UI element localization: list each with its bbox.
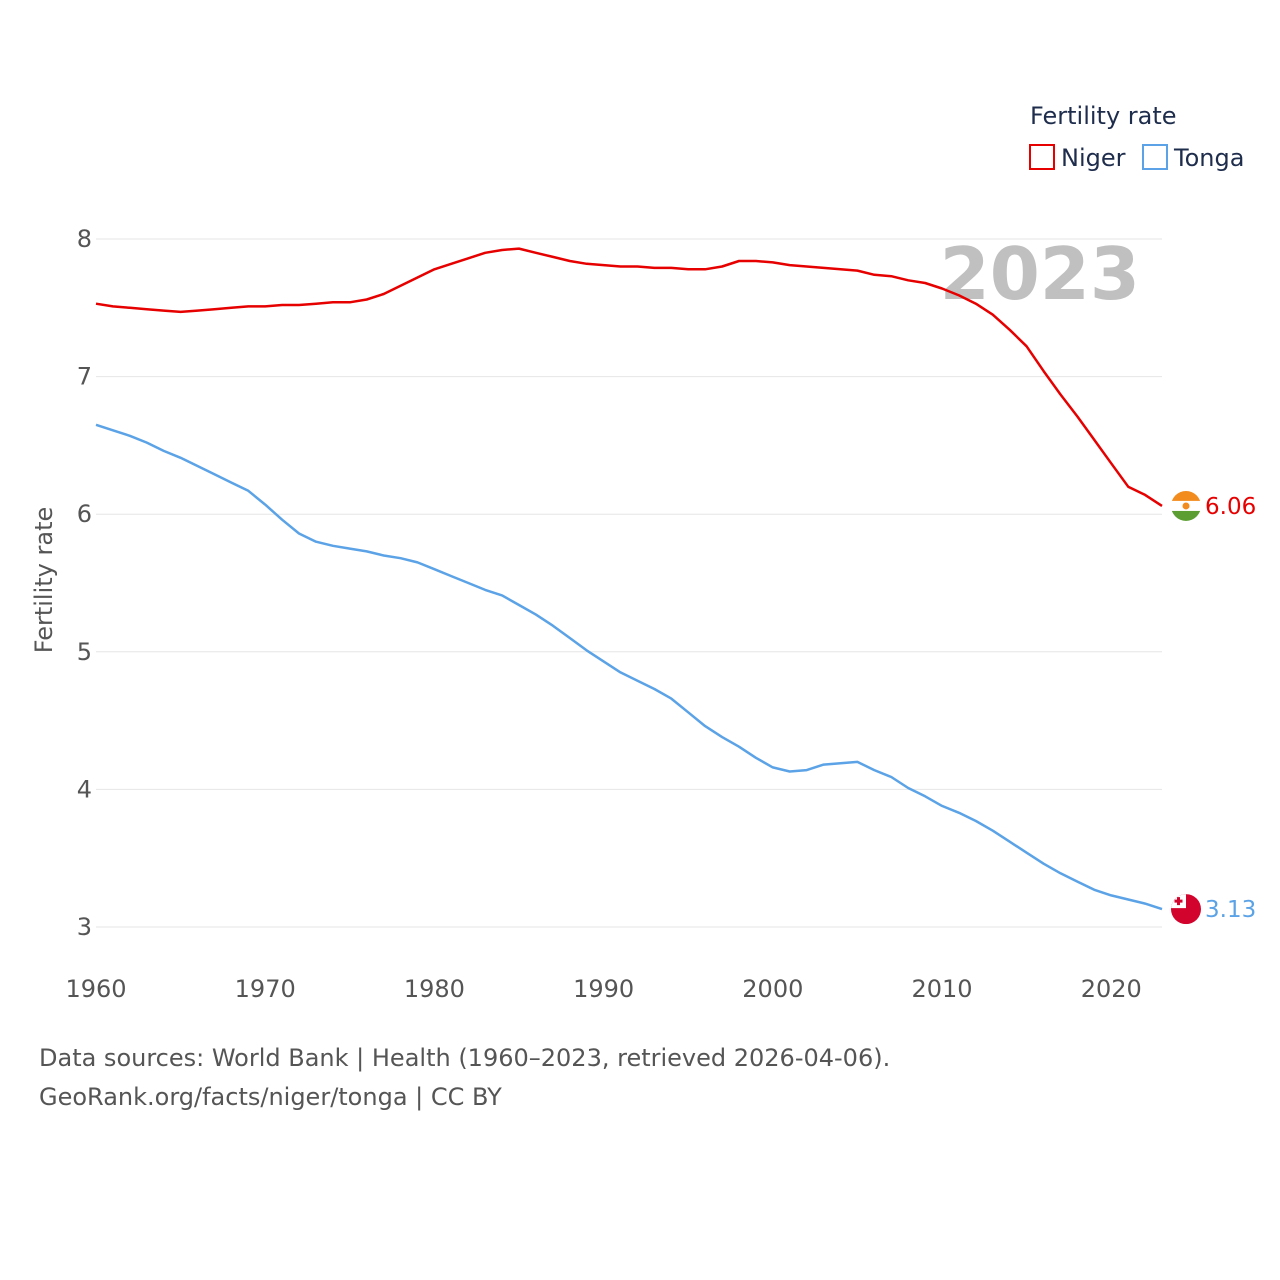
x-tick-label: 2020 xyxy=(1081,975,1142,1003)
series-lines xyxy=(95,247,1163,911)
x-axis-ticks: 1960 1970 1980 1990 2000 2010 2020 xyxy=(65,975,1141,1003)
legend-swatch-niger xyxy=(1029,144,1055,170)
legend-item-tonga[interactable]: Tonga xyxy=(1142,144,1244,172)
y-tick-label: 3 xyxy=(77,913,92,941)
y-axis-title: Fertility rate xyxy=(30,507,58,654)
end-value-label-tonga: 3.13 xyxy=(1205,897,1256,923)
niger-flag-icon xyxy=(1171,490,1201,521)
x-tick-label: 2000 xyxy=(742,975,803,1003)
x-tick-label: 2010 xyxy=(911,975,972,1003)
legend-title: Fertility rate xyxy=(1030,102,1177,130)
x-tick-label: 1980 xyxy=(404,975,465,1003)
series-line-tonga[interactable] xyxy=(95,423,1163,911)
y-tick-label: 4 xyxy=(77,775,92,803)
footer-sources: Data sources: World Bank | Health (1960–… xyxy=(39,1044,891,1072)
x-tick-label: 1970 xyxy=(235,975,296,1003)
end-markers: 6.06 3.13 xyxy=(1171,490,1256,925)
legend-label-niger: Niger xyxy=(1061,144,1126,172)
y-tick-label: 8 xyxy=(77,225,92,253)
current-year-label: 2023 xyxy=(940,232,1140,316)
y-tick-label: 6 xyxy=(77,500,92,528)
gridlines xyxy=(96,238,1162,928)
tonga-flag-icon xyxy=(1171,894,1201,925)
x-tick-label: 1960 xyxy=(65,975,126,1003)
legend: Fertility rate Niger Tonga xyxy=(1029,102,1244,172)
footer-link[interactable]: GeoRank.org/facts/niger/tonga | CC BY xyxy=(39,1083,502,1111)
series-line-niger[interactable] xyxy=(95,247,1163,507)
y-axis-ticks: 3 4 5 6 7 8 xyxy=(77,225,92,941)
x-tick-label: 1990 xyxy=(573,975,634,1003)
end-value-label-niger: 6.06 xyxy=(1205,494,1256,520)
legend-label-tonga: Tonga xyxy=(1173,144,1244,172)
legend-swatch-tonga xyxy=(1142,144,1168,170)
legend-item-niger[interactable]: Niger xyxy=(1029,144,1126,172)
y-tick-label: 5 xyxy=(77,638,92,666)
y-tick-label: 7 xyxy=(77,363,92,391)
